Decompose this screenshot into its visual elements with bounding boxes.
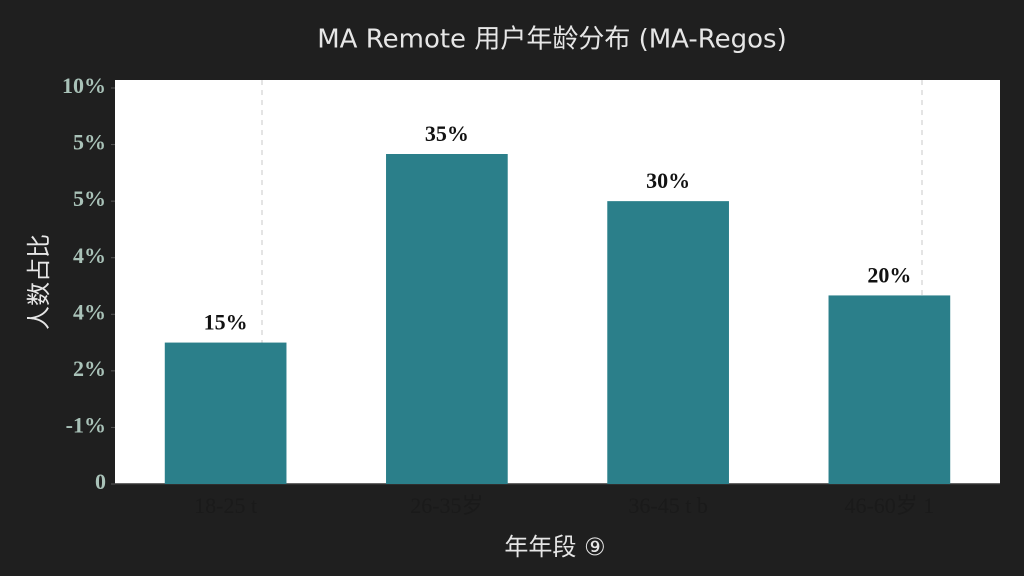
y-tick-label: 4%	[73, 243, 106, 268]
value-label: 20%	[867, 262, 911, 287]
value-label: 35%	[425, 121, 469, 146]
y-tick-label: 10%	[62, 73, 106, 98]
y-tick-label: 2%	[73, 356, 106, 381]
bar	[386, 154, 508, 484]
value-label: 15%	[204, 310, 248, 335]
y-tick-label: 0	[95, 469, 106, 494]
x-tick-label: 26-35岁	[410, 493, 483, 518]
y-tick-label: -1%	[66, 412, 106, 437]
y-tick-label: 5%	[73, 130, 106, 155]
x-axis-label: 年年段 ⑨	[504, 533, 605, 561]
bar	[828, 295, 951, 484]
x-tick-label: 36-45 t b	[628, 493, 707, 518]
value-label: 30%	[646, 168, 690, 193]
chart-title: MA Remote 用户年龄分布 (MA-Regos)	[317, 25, 787, 55]
x-tick-label: 46-60岁 1	[844, 493, 934, 518]
bar	[164, 342, 287, 484]
y-tick-label: 4%	[73, 299, 106, 324]
bar	[607, 201, 729, 484]
decor-lines	[261, 80, 923, 484]
y-axis-label: 人数占比	[25, 234, 53, 330]
y-tick-label: 5%	[73, 186, 106, 211]
x-tick-label: 18-25 t	[194, 493, 257, 518]
